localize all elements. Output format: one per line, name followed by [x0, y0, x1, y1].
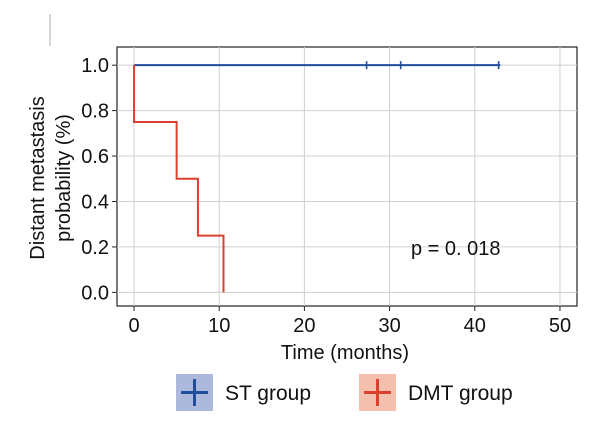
y-axis-title-line-2: probability (%)	[53, 114, 75, 242]
series-layer	[133, 61, 501, 293]
y-axis-title-line-1: Distant metastasis	[27, 96, 49, 259]
y-tick-label-4: 0.8	[81, 101, 109, 123]
x-axis-title: Time (months)	[281, 342, 409, 364]
y-tick-label-1: 0.2	[81, 237, 109, 259]
x-tick-label-2: 20	[293, 315, 315, 337]
y-tick-label-0: 0.0	[81, 282, 109, 304]
y-tick-label-2: 0.4	[81, 191, 109, 213]
x-tick-label-5: 50	[549, 315, 571, 337]
series-line-dmt-group	[133, 65, 225, 293]
legend-label-dmt-group: DMT group	[408, 382, 513, 405]
plot-area	[116, 46, 578, 307]
p-value-annotation: p = 0. 018	[411, 238, 501, 260]
y-axis-ticks: 0.0 0.2 0.4 0.6 0.8 1.0	[81, 55, 117, 304]
legend-label-st-group: ST group	[225, 382, 311, 405]
x-tick-label-4: 40	[464, 315, 486, 337]
y-tick-label-5: 1.0	[81, 55, 109, 77]
y-tick-label-3: 0.6	[81, 146, 109, 168]
x-tick-label-0: 0	[128, 315, 139, 337]
x-tick-label-3: 30	[378, 315, 400, 337]
x-tick-label-1: 10	[208, 315, 230, 337]
legend: ST group DMT group	[176, 374, 513, 411]
x-axis-ticks: 0 10 20 30 40 50	[128, 306, 571, 337]
